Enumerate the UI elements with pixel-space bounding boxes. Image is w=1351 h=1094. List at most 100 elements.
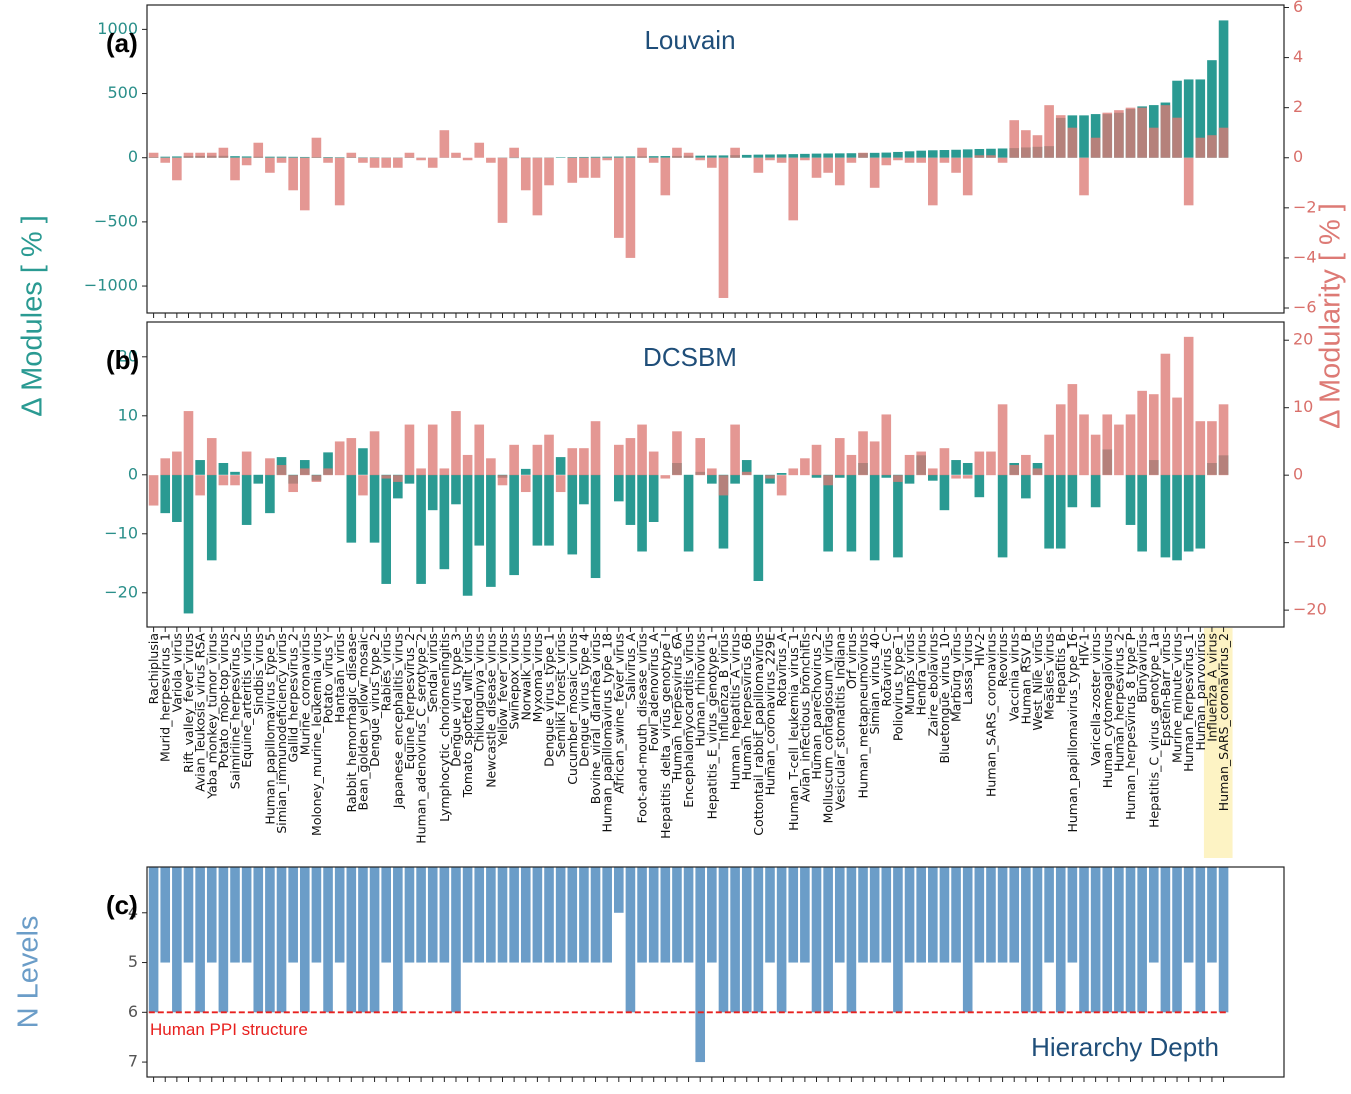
bar	[486, 458, 496, 475]
bar	[1044, 105, 1054, 158]
bar	[509, 445, 519, 475]
panel-title: DCSBM	[643, 342, 737, 372]
bar	[416, 867, 426, 963]
bar	[207, 438, 217, 475]
bar	[847, 867, 857, 1012]
panel-label: (b)	[106, 345, 139, 375]
bar	[940, 448, 950, 475]
bar	[626, 475, 636, 525]
bar	[672, 867, 682, 963]
bar	[242, 867, 252, 963]
y-tick-label: 7	[128, 1052, 138, 1071]
bar	[905, 475, 915, 484]
bar	[591, 475, 601, 578]
bar	[184, 411, 194, 475]
bar	[1184, 475, 1194, 552]
bar	[428, 425, 438, 476]
bar	[591, 158, 601, 178]
bar	[916, 452, 926, 476]
bar	[742, 472, 752, 475]
bar	[521, 158, 531, 191]
bar	[440, 867, 450, 963]
panel-label: (a)	[106, 28, 138, 58]
bar	[719, 158, 729, 298]
bar	[905, 151, 915, 157]
bar	[661, 156, 671, 158]
bar	[940, 150, 950, 158]
bar	[335, 158, 345, 206]
y-tick-label: 10	[118, 405, 138, 424]
bar	[1219, 867, 1229, 1012]
bar	[335, 867, 345, 963]
bar	[463, 455, 473, 475]
bar	[1196, 421, 1206, 475]
y2-tick-label: 2	[1293, 97, 1303, 116]
bar	[463, 475, 473, 596]
bar	[765, 475, 775, 478]
y-tick-label: 500	[107, 83, 138, 102]
bar	[288, 475, 298, 492]
bar	[498, 475, 508, 485]
bar	[1184, 158, 1194, 206]
bar	[370, 475, 380, 543]
bar	[1056, 115, 1066, 158]
bar	[556, 867, 566, 963]
bar	[265, 475, 275, 513]
bar	[533, 445, 543, 475]
bar	[323, 867, 333, 1012]
bar	[1172, 475, 1182, 561]
bar	[451, 153, 461, 158]
bar	[1126, 414, 1136, 475]
bar	[405, 153, 415, 158]
y2-tick-label: 0	[1293, 147, 1303, 166]
bar	[335, 157, 345, 158]
bar	[986, 452, 996, 476]
bar	[614, 157, 624, 158]
bar	[160, 458, 170, 475]
bar	[242, 158, 252, 166]
bar	[893, 152, 903, 158]
bar	[754, 155, 764, 158]
bar	[777, 473, 787, 475]
bar	[1126, 867, 1136, 1012]
y-tick-label: 6	[128, 1002, 138, 1021]
bar	[800, 154, 810, 158]
bar	[219, 867, 229, 1012]
bar	[649, 452, 659, 476]
bar	[881, 414, 891, 475]
bar	[823, 475, 833, 485]
bar	[963, 475, 973, 478]
bar	[765, 158, 775, 161]
bar	[928, 150, 938, 157]
bar	[835, 158, 845, 186]
bar	[707, 468, 717, 475]
bar	[533, 158, 543, 216]
bar	[951, 150, 961, 158]
bar	[1149, 394, 1159, 475]
bar	[230, 867, 240, 963]
bar	[940, 867, 950, 963]
bar	[742, 155, 752, 158]
bar	[1126, 475, 1136, 525]
bar	[870, 158, 880, 188]
bar	[684, 867, 694, 963]
bar	[172, 156, 182, 157]
bar	[544, 158, 554, 186]
bar	[1149, 128, 1159, 158]
bar	[521, 867, 531, 963]
bar	[672, 431, 682, 475]
bar	[754, 158, 764, 173]
bar	[451, 475, 461, 504]
bar	[707, 475, 717, 484]
bar	[1033, 867, 1043, 1012]
bar	[381, 158, 391, 168]
bar	[370, 867, 380, 1012]
bar	[602, 867, 612, 963]
bar	[905, 455, 915, 475]
bar	[1196, 138, 1206, 158]
bar	[788, 158, 798, 221]
bar	[1137, 867, 1147, 1012]
bar	[230, 475, 240, 485]
bar	[905, 158, 915, 163]
bar	[358, 158, 368, 163]
